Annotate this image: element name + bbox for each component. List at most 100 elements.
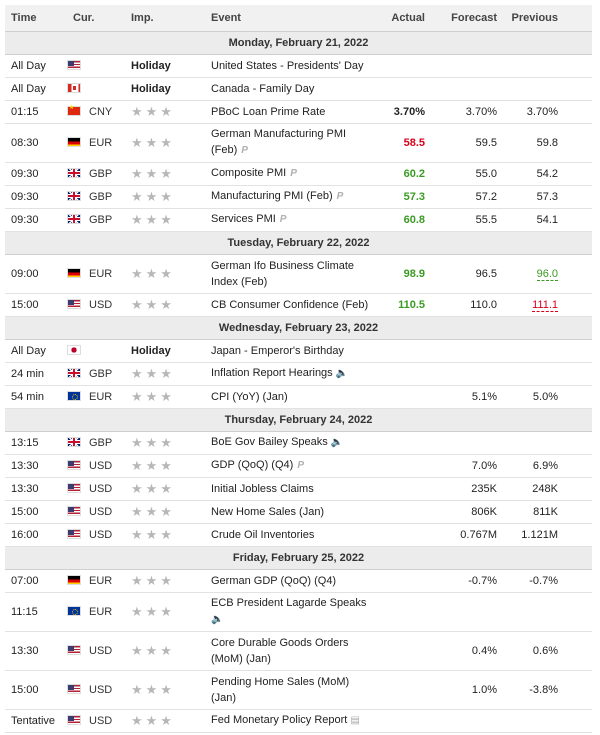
event-previous-cell: -3.8% <box>503 670 592 710</box>
event-row[interactable]: 13:30 USD ★★★ Core Durable Goods Orders (Mo… <box>5 631 592 671</box>
event-name[interactable]: Core Durable Goods Orders (MoM) (Jan) <box>211 636 349 665</box>
event-name-cell[interactable]: BoE Gov Bailey Speaks 🔈 <box>205 431 378 455</box>
event-actual-cell <box>378 77 431 101</box>
event-name[interactable]: Inflation Report Hearings <box>211 367 333 379</box>
event-row[interactable]: 15:00 USD ★★★ New Home Sales (Jan) 806K 811K <box>5 500 592 524</box>
event-row[interactable]: Tentative USD ★★★ Fed Monetary Policy Repor… <box>5 709 592 733</box>
event-name-cell[interactable]: GDP (QoQ) (Q4) P <box>205 454 378 478</box>
event-name-cell[interactable]: CB Consumer Confidence (Feb) <box>205 293 378 317</box>
event-currency: GBP <box>89 190 113 203</box>
event-name-cell[interactable]: Canada - Family Day <box>205 77 378 101</box>
event-name-cell[interactable]: Inflation Report Hearings 🔈 <box>205 362 378 386</box>
event-importance-cell: ★★★ <box>125 631 205 671</box>
event-name-cell[interactable]: Manufacturing PMI (Feb) P <box>205 185 378 209</box>
event-name[interactable]: Composite PMI <box>211 167 287 179</box>
event-row[interactable]: 09:00 EUR ★★★ German Ifo Business Climate I… <box>5 254 592 294</box>
event-name[interactable]: CPI (YoY) (Jan) <box>211 390 288 403</box>
event-row[interactable]: All Day Holiday United States - Presidents… <box>5 54 592 78</box>
col-time[interactable]: Time <box>5 5 67 32</box>
speaker-icon: 🔈 <box>335 368 349 379</box>
event-name-cell[interactable]: Fed Monetary Policy Report ▤ <box>205 709 378 733</box>
event-row[interactable]: 09:30 GBP ★★★ Manufacturing PMI (Feb) P 57.3 5… <box>5 185 592 209</box>
event-row[interactable]: All Day Holiday Canada - Family Day <box>5 77 592 101</box>
event-forecast: 55.0 <box>431 162 503 186</box>
event-row[interactable]: 07:00 EUR ★★★ German GDP (QoQ) (Q4) -0.7% -0.… <box>5 569 592 593</box>
col-actual[interactable]: Actual <box>378 5 431 32</box>
col-forecast[interactable]: Forecast <box>431 5 503 32</box>
event-currency: USD <box>89 683 113 696</box>
event-time: All Day <box>5 54 67 78</box>
event-row[interactable]: 54 min EUR ★★★ CPI (YoY) (Jan) 5.1% 5.0% <box>5 385 592 409</box>
event-name-cell[interactable]: Crude Oil Inventories <box>205 523 378 547</box>
event-name[interactable]: New Home Sales (Jan) <box>211 505 325 518</box>
event-name[interactable]: Japan - Emperor's Birthday <box>211 344 344 357</box>
event-previous-cell <box>503 54 592 78</box>
col-importance[interactable]: Imp. <box>125 5 205 32</box>
flag-gb-icon <box>67 213 81 224</box>
event-name[interactable]: BoE Gov Bailey Speaks <box>211 436 328 448</box>
col-currency[interactable]: Cur. <box>67 5 125 32</box>
flag-eu-icon <box>67 605 81 616</box>
day-label: Friday, February 25, 2022 <box>5 545 592 570</box>
event-name[interactable]: CB Consumer Confidence (Feb) <box>211 298 369 311</box>
event-row[interactable]: 13:30 USD ★★★ Initial Jobless Claims 235K 248… <box>5 477 592 501</box>
event-row[interactable]: 08:30 EUR ★★★ German Manufacturing PMI (Feb… <box>5 123 592 163</box>
event-currency: GBP <box>89 367 113 380</box>
event-name-cell[interactable]: Initial Jobless Claims <box>205 477 378 501</box>
preliminary-note-icon: P <box>241 145 248 156</box>
event-row[interactable]: 09:30 GBP ★★★ Services PMI P 60.8 55.5 54.1 <box>5 208 592 232</box>
event-name[interactable]: Manufacturing PMI (Feb) <box>211 190 333 202</box>
event-name-cell[interactable]: Services PMI P <box>205 208 378 232</box>
event-name-cell[interactable]: German GDP (QoQ) (Q4) <box>205 569 378 593</box>
event-forecast <box>431 431 503 455</box>
event-name-cell[interactable]: CPI (YoY) (Jan) <box>205 385 378 409</box>
event-currency: USD <box>89 528 113 541</box>
event-name[interactable]: Pending Home Sales (MoM) (Jan) <box>211 675 350 704</box>
event-name-cell[interactable]: German Ifo Business Climate Index (Feb) <box>205 254 378 294</box>
event-name-cell[interactable]: PBoC Loan Prime Rate <box>205 100 378 124</box>
event-name-cell[interactable]: Japan - Emperor's Birthday <box>205 339 378 363</box>
importance-stars-icon: ★★★ <box>131 572 175 588</box>
col-event[interactable]: Event <box>205 5 378 32</box>
event-actual-cell: 57.3 <box>378 185 431 209</box>
event-name[interactable]: German GDP (QoQ) (Q4) <box>211 574 337 587</box>
event-name-cell[interactable]: New Home Sales (Jan) <box>205 500 378 524</box>
event-name-cell[interactable]: German Manufacturing PMI (Feb) P <box>205 123 378 163</box>
event-name[interactable]: Initial Jobless Claims <box>211 482 314 495</box>
event-time: Tentative <box>5 709 67 733</box>
event-name[interactable]: Fed Monetary Policy Report <box>211 714 348 726</box>
event-name[interactable]: German Ifo Business Climate Index (Feb) <box>211 259 355 288</box>
event-row[interactable]: 09:30 GBP ★★★ Composite PMI P 60.2 55.0 54.2 <box>5 162 592 186</box>
event-name[interactable]: Crude Oil Inventories <box>211 528 315 541</box>
col-previous[interactable]: Previous <box>503 5 592 32</box>
importance-stars-icon: ★★★ <box>131 365 175 381</box>
event-actual-cell <box>378 362 431 386</box>
event-row[interactable]: 16:00 USD ★★★ Crude Oil Inventories 0.767M 1.… <box>5 523 592 547</box>
event-name[interactable]: GDP (QoQ) (Q4) <box>211 459 294 471</box>
event-name[interactable]: Canada - Family Day <box>211 82 315 95</box>
event-name[interactable]: PBoC Loan Prime Rate <box>211 105 326 118</box>
event-importance-cell: ★★★ <box>125 477 205 501</box>
event-row[interactable]: All Day Holiday Japan - Emperor's Birthday <box>5 339 592 363</box>
event-row[interactable]: 24 min GBP ★★★ Inflation Report Hearings 🔈 <box>5 362 592 386</box>
event-importance-cell: ★★★ <box>125 254 205 294</box>
event-currency-cell: USD <box>67 631 125 671</box>
event-name-cell[interactable]: Composite PMI P <box>205 162 378 186</box>
event-name[interactable]: United States - Presidents' Day <box>211 59 364 72</box>
event-row[interactable]: 13:30 USD ★★★ GDP (QoQ) (Q4) P 7.0% 6.9% <box>5 454 592 478</box>
event-row[interactable]: 11:15 EUR ★★★ ECB President Lagarde Speaks 🔈 <box>5 592 592 632</box>
event-forecast: 3.70% <box>431 100 503 124</box>
event-name[interactable]: German Manufacturing PMI (Feb) <box>211 128 347 156</box>
event-name-cell[interactable]: Core Durable Goods Orders (MoM) (Jan) <box>205 631 378 671</box>
event-name-cell[interactable]: ECB President Lagarde Speaks 🔈 <box>205 592 378 632</box>
event-row[interactable]: 13:15 GBP ★★★ BoE Gov Bailey Speaks 🔈 <box>5 431 592 455</box>
importance-stars-icon: ★★★ <box>131 388 175 404</box>
event-row[interactable]: 15:00 USD ★★★ Pending Home Sales (MoM) (Jan… <box>5 670 592 710</box>
event-row[interactable]: 01:15 CNY ★★★ PBoC Loan Prime Rate 3.70% 3.70… <box>5 100 592 124</box>
event-row[interactable]: 15:00 USD ★★★ CB Consumer Confidence (Feb) 1… <box>5 293 592 317</box>
event-name[interactable]: ECB President Lagarde Speaks <box>211 597 367 609</box>
event-time: 54 min <box>5 385 67 409</box>
event-name-cell[interactable]: Pending Home Sales (MoM) (Jan) <box>205 670 378 710</box>
event-name-cell[interactable]: United States - Presidents' Day <box>205 54 378 78</box>
event-name[interactable]: Services PMI <box>211 213 276 225</box>
